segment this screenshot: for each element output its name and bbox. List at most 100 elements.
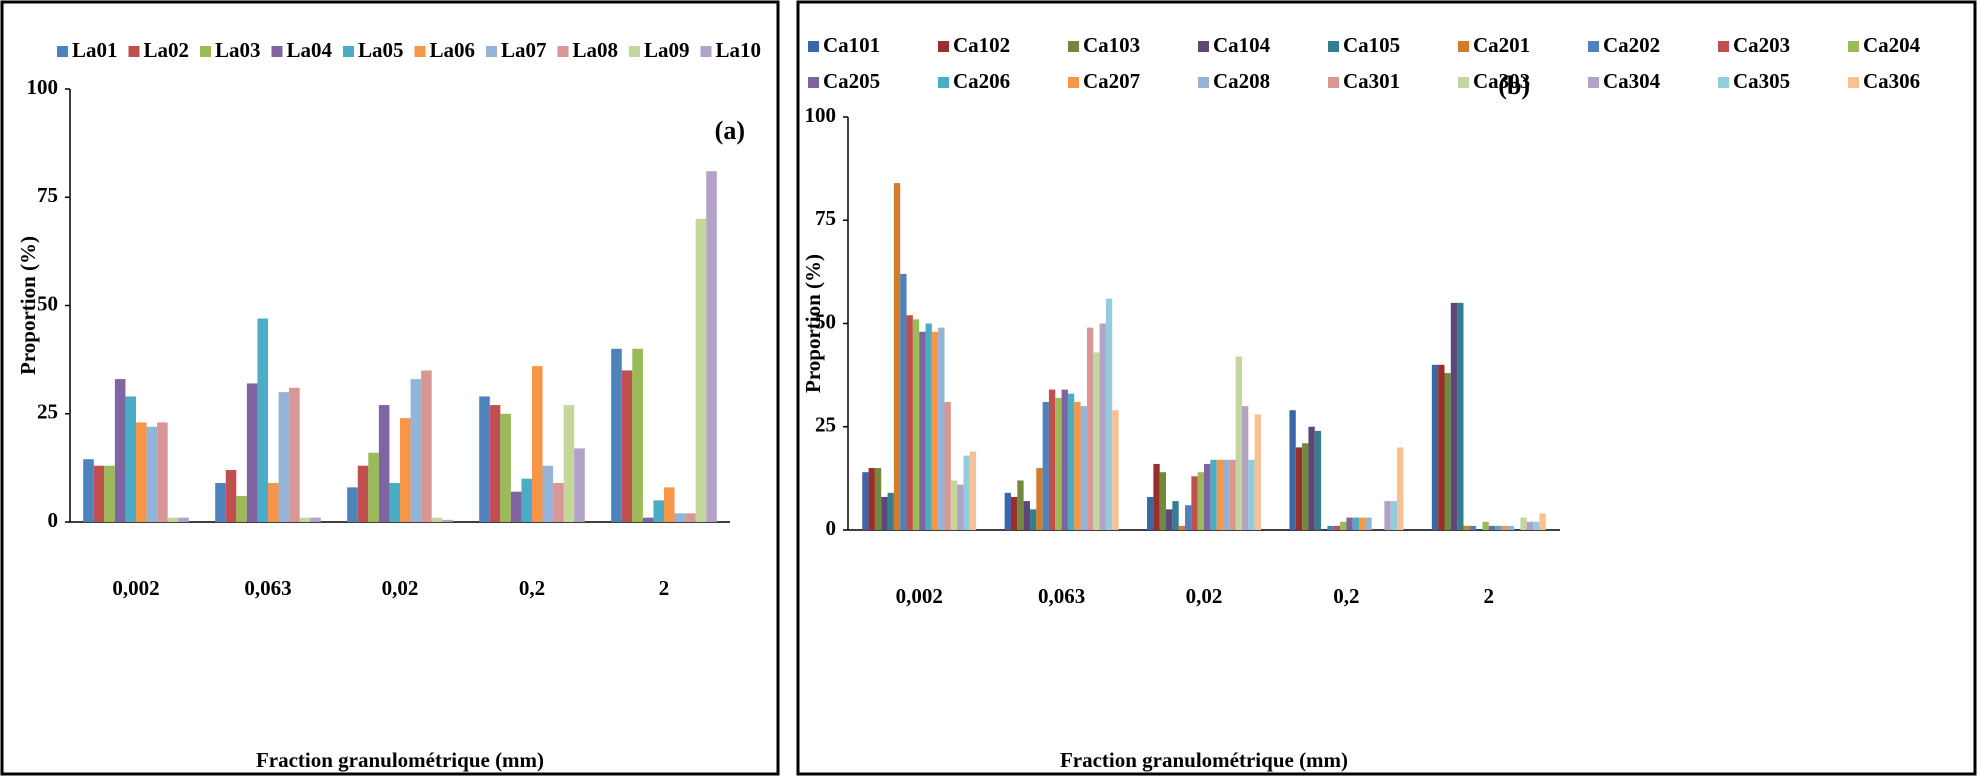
bar bbox=[874, 468, 882, 530]
legend-swatch bbox=[700, 46, 712, 57]
bar bbox=[1017, 480, 1024, 530]
bar bbox=[1248, 459, 1255, 530]
bar bbox=[1147, 496, 1154, 530]
legend-label: Ca306 bbox=[1863, 69, 1920, 93]
bar bbox=[1533, 521, 1540, 530]
bar bbox=[611, 348, 622, 522]
bar bbox=[83, 459, 94, 522]
legend-label: Ca208 bbox=[1213, 69, 1270, 93]
bar bbox=[442, 519, 453, 522]
bar bbox=[310, 517, 321, 522]
bar bbox=[1042, 401, 1049, 530]
bar bbox=[1352, 517, 1360, 530]
bar bbox=[1520, 517, 1527, 530]
bar bbox=[642, 517, 654, 522]
legend-label: Ca304 bbox=[1603, 69, 1661, 93]
bar bbox=[1333, 525, 1341, 530]
bar bbox=[1457, 302, 1464, 530]
bar bbox=[278, 392, 290, 522]
bar bbox=[1099, 323, 1106, 530]
bar bbox=[500, 413, 511, 522]
bar bbox=[695, 218, 707, 522]
bar bbox=[1061, 389, 1068, 530]
bar bbox=[1172, 501, 1179, 530]
bar bbox=[1397, 447, 1404, 530]
bar bbox=[1384, 501, 1391, 530]
bar bbox=[1488, 525, 1496, 530]
legend-swatch bbox=[57, 46, 68, 57]
bar bbox=[1469, 525, 1477, 530]
bar bbox=[146, 426, 158, 522]
y-tick-label: 0 bbox=[48, 508, 59, 532]
bar bbox=[357, 465, 369, 522]
bar bbox=[664, 487, 675, 522]
bar bbox=[1080, 406, 1087, 530]
bar bbox=[1507, 525, 1515, 530]
bar bbox=[931, 331, 939, 530]
bar bbox=[1010, 496, 1018, 530]
legend-label: Ca202 bbox=[1603, 33, 1660, 57]
legend-swatch bbox=[808, 77, 819, 88]
y-tick-label: 75 bbox=[37, 183, 58, 207]
bar bbox=[368, 452, 379, 522]
legend-swatch bbox=[1198, 77, 1209, 88]
y-tick-label: 50 bbox=[815, 309, 836, 333]
legend-label: Ca305 bbox=[1733, 69, 1790, 93]
y-tick-label: 100 bbox=[805, 103, 837, 127]
legend-label: La03 bbox=[215, 38, 261, 62]
bar bbox=[93, 465, 105, 522]
bar bbox=[400, 418, 411, 522]
x-tick-label: 2 bbox=[1484, 584, 1495, 608]
bar bbox=[1029, 509, 1037, 530]
bar bbox=[1302, 443, 1309, 530]
legend-swatch bbox=[557, 46, 569, 57]
bar bbox=[1112, 410, 1119, 530]
legend-label: La08 bbox=[573, 38, 619, 62]
legend-swatch bbox=[1718, 41, 1729, 52]
bar bbox=[862, 472, 869, 530]
bar bbox=[178, 517, 189, 522]
bar bbox=[236, 496, 247, 522]
x-tick-label: 0,002 bbox=[112, 576, 159, 600]
legend-label: Ca201 bbox=[1473, 33, 1530, 57]
bar bbox=[1093, 352, 1100, 530]
legend-label: Ca101 bbox=[823, 33, 880, 57]
bar bbox=[1495, 525, 1502, 530]
bar bbox=[225, 470, 237, 522]
bar bbox=[1229, 459, 1236, 530]
legend-swatch bbox=[1068, 41, 1079, 52]
x-tick-label: 2 bbox=[659, 576, 670, 600]
legend-label: La06 bbox=[430, 38, 476, 62]
bar bbox=[887, 492, 894, 530]
bar bbox=[685, 513, 696, 522]
bar bbox=[963, 455, 970, 530]
legend-swatch bbox=[1458, 77, 1469, 88]
y-tick-label: 25 bbox=[37, 400, 58, 424]
legend-label: La09 bbox=[644, 38, 690, 62]
bar bbox=[1197, 472, 1204, 530]
legend-swatch bbox=[1848, 77, 1859, 88]
bar bbox=[1178, 525, 1186, 530]
y-axis-label: Proportion (%) bbox=[801, 254, 825, 393]
legend-label: Ca205 bbox=[823, 69, 880, 93]
bar bbox=[489, 405, 501, 522]
legend-label: La05 bbox=[358, 38, 404, 62]
bar bbox=[944, 401, 951, 530]
bar bbox=[1241, 406, 1249, 530]
legend-label: La10 bbox=[716, 38, 762, 62]
y-tick-label: 0 bbox=[826, 516, 837, 540]
legend-swatch bbox=[1198, 41, 1209, 52]
bar bbox=[289, 387, 300, 522]
legend-swatch bbox=[414, 46, 426, 57]
bar bbox=[1526, 521, 1534, 530]
legend-swatch bbox=[1848, 41, 1859, 52]
bar bbox=[1482, 521, 1489, 530]
legend-swatch bbox=[938, 41, 949, 52]
bar bbox=[1105, 298, 1113, 530]
panel-frame bbox=[796, 0, 1977, 776]
bar bbox=[1327, 525, 1334, 530]
bar bbox=[157, 422, 168, 522]
bar bbox=[553, 483, 564, 522]
legend-swatch bbox=[1458, 41, 1469, 52]
x-tick-label: 0,02 bbox=[1186, 584, 1223, 608]
